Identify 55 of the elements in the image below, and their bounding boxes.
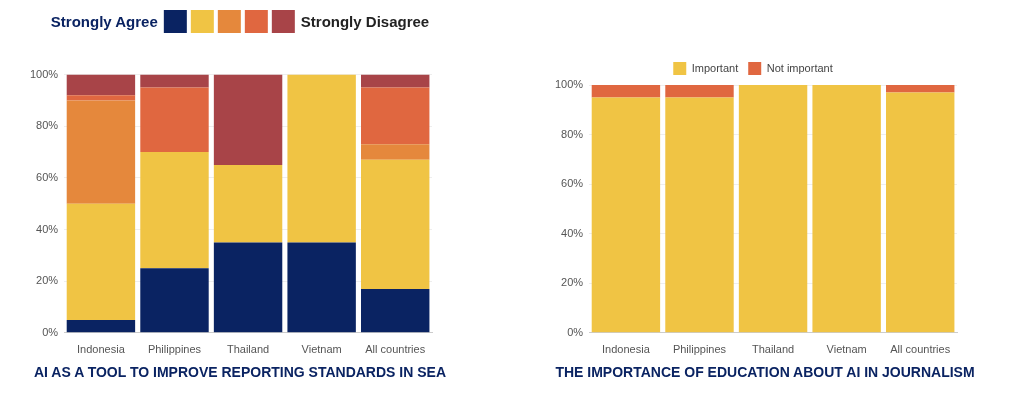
bar <box>361 144 430 160</box>
bar <box>66 319 136 333</box>
bar <box>361 74 430 88</box>
bar <box>66 100 136 204</box>
y-tick-label: 40% <box>36 222 59 235</box>
text: THE IMPORTANCE OF EDUCATION ABOUT AI IN JOURNALISM <box>554 364 976 380</box>
bar <box>361 159 430 289</box>
y-tick-label: 0% <box>42 325 59 338</box>
bar <box>66 74 136 96</box>
bar <box>287 242 356 333</box>
x-tick-label: Vietnam <box>826 343 867 356</box>
text: Strongly Agree <box>50 13 158 30</box>
bar <box>361 288 430 333</box>
y-tick-label: 20% <box>36 274 59 287</box>
bar <box>812 85 881 333</box>
bar <box>213 242 283 333</box>
x-tick-label: Philippines <box>147 343 202 356</box>
bar <box>665 97 734 333</box>
x-tick-label: Indonesia <box>77 343 126 356</box>
bar <box>361 87 430 145</box>
y-tick-label: 60% <box>561 177 584 190</box>
text: AI AS A TOOL TO IMPROVE REPORTING STANDARDS IN SEA <box>33 364 447 380</box>
x-tick-label: All countries <box>890 343 951 356</box>
bar <box>213 164 283 243</box>
x-tick-label: Vietnam <box>301 343 342 356</box>
x-tick-label: Philippines <box>672 343 727 356</box>
bar <box>140 268 209 333</box>
y-tick-label: 100% <box>29 67 59 80</box>
bar <box>665 85 734 98</box>
x-tick-label: All countries <box>365 343 426 356</box>
legend-label: Important <box>691 61 739 74</box>
bar <box>886 85 955 93</box>
bar <box>140 74 209 88</box>
bar <box>591 97 661 333</box>
y-tick-label: 80% <box>36 119 59 132</box>
y-tick-label: 20% <box>561 276 584 289</box>
bar <box>213 74 283 165</box>
legend-label: Strongly Disagree <box>300 13 430 30</box>
bar <box>140 152 209 269</box>
y-tick-label: 0% <box>567 325 584 338</box>
y-tick-label: 40% <box>561 226 584 239</box>
y-tick-label: 100% <box>554 78 584 91</box>
x-tick-label: Thailand <box>751 343 795 356</box>
bar <box>886 92 955 333</box>
x-tick-label: Indonesia <box>602 343 651 356</box>
y-tick-label: 80% <box>561 127 584 140</box>
x-tick-label: Thailand <box>226 343 270 356</box>
bar <box>591 85 661 98</box>
bar <box>66 203 136 320</box>
bar <box>287 74 356 243</box>
y-tick-label: 60% <box>36 170 59 183</box>
legend-label: Not important <box>766 61 833 74</box>
bar <box>66 95 136 101</box>
bar <box>738 85 808 333</box>
bar <box>140 87 209 153</box>
